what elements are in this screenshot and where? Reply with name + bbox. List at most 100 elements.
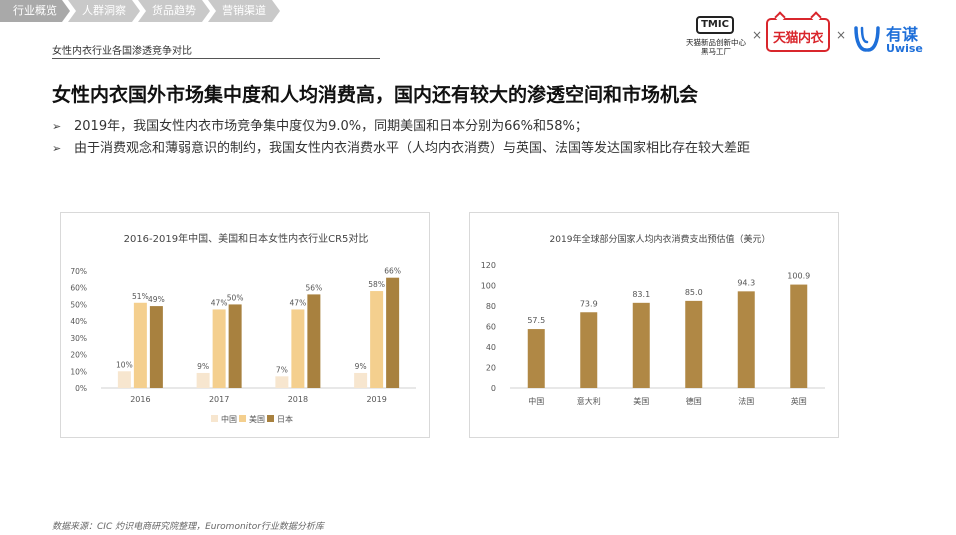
bar-美国 bbox=[291, 309, 305, 388]
data-label: 66% bbox=[384, 267, 401, 276]
x-tick-label: 意大利 bbox=[577, 396, 601, 406]
tmic-caption-line1: 天猫新品创新中心 bbox=[686, 38, 746, 47]
times-icon: × bbox=[836, 28, 847, 42]
data-source-note: 数据来源：CIC 灼识电商研究院整理，Euromonitor行业数据分析库 bbox=[52, 522, 324, 532]
data-label: 73.9 bbox=[580, 299, 598, 308]
bar-英国 bbox=[790, 284, 808, 388]
data-label: 57.5 bbox=[527, 316, 545, 325]
section-title: 女性内衣行业各国渗透竞争对比 bbox=[52, 46, 192, 57]
key-points: ➢ 2019年，我国女性内衣市场竞争集中度仅为9.0%，同期美国和日本分别为66%… bbox=[52, 116, 912, 160]
data-label: 7% bbox=[276, 365, 288, 374]
tmall-logo-text: 天猫内衣 bbox=[772, 31, 824, 46]
x-tick-label: 2017 bbox=[209, 395, 229, 404]
legend-swatch bbox=[211, 415, 218, 422]
bar-意大利 bbox=[580, 312, 598, 388]
y-tick-label: 20% bbox=[70, 351, 87, 360]
tmic-logo: TMIC 天猫新品创新中心 黑马工厂 bbox=[684, 14, 748, 60]
y-tick-label: 120 bbox=[481, 261, 496, 270]
x-tick-label: 法国 bbox=[738, 396, 754, 406]
tmall-ear-icon bbox=[774, 11, 786, 23]
bar-美国 bbox=[632, 302, 650, 388]
x-tick-label: 英国 bbox=[791, 396, 807, 406]
bar-中国 bbox=[527, 329, 545, 388]
x-tick-label: 德国 bbox=[686, 396, 702, 406]
bar-法国 bbox=[737, 291, 755, 388]
data-label: 100.9 bbox=[787, 272, 810, 281]
partner-logos: TMIC 天猫新品创新中心 黑马工厂 × 天猫内衣 × 有谋 Uwise bbox=[684, 11, 944, 60]
uwise-cn: 有谋 bbox=[886, 25, 919, 44]
bar-德国 bbox=[685, 300, 703, 388]
y-tick-label: 40 bbox=[486, 343, 496, 352]
uwise-mark-icon bbox=[854, 26, 880, 52]
spend-chart: 2019年全球部分国家人均内衣消费支出预估值（美元） 0 20 40 60 80 100 12… bbox=[481, 233, 825, 406]
legend-label: 中国 bbox=[221, 414, 237, 424]
chart-title: 2019年全球部分国家人均内衣消费支出预估值（美元） bbox=[550, 233, 771, 245]
y-tick-label: 10% bbox=[70, 367, 87, 376]
y-tick-label: 30% bbox=[70, 334, 87, 343]
legend-label: 美国 bbox=[249, 414, 265, 424]
tab-crowd-insight[interactable]: 人群洞察 bbox=[68, 0, 140, 22]
y-tick-label: 20 bbox=[486, 364, 496, 373]
bar-中国 bbox=[354, 372, 368, 388]
tab-industry-overview[interactable]: 行业概览 bbox=[0, 0, 70, 22]
arrow-bullet-icon: ➢ bbox=[52, 142, 62, 155]
x-tick-label: 中国 bbox=[528, 396, 544, 406]
y-tick-label: 40% bbox=[70, 317, 87, 326]
data-label: 83.1 bbox=[632, 290, 650, 299]
cr5-chart-panel: 2016-2019年中国、美国和日本女性内衣行业CR5对比 0% 10% 20% 30%… bbox=[60, 212, 430, 438]
cr5-chart: 2016-2019年中国、美国和日本女性内衣行业CR5对比 0% 10% 20% 30%… bbox=[70, 232, 416, 424]
x-tick-label: 2019 bbox=[366, 395, 386, 404]
section-divider bbox=[52, 58, 380, 59]
legend-swatch bbox=[239, 415, 246, 422]
data-label: 49% bbox=[148, 295, 165, 304]
bar-日本 bbox=[149, 306, 163, 388]
uwise-en: Uwise bbox=[886, 42, 923, 55]
bar-美国 bbox=[370, 291, 384, 388]
y-tick-label: 70% bbox=[70, 267, 87, 276]
data-label: 50% bbox=[227, 293, 244, 302]
y-tick-label: 60 bbox=[486, 323, 496, 332]
legend-label: 日本 bbox=[277, 414, 293, 424]
bullet-item: ➢ 2019年，我国女性内衣市场竞争集中度仅为9.0%，同期美国和日本分别为66%… bbox=[52, 116, 912, 138]
y-tick-label: 80 bbox=[486, 302, 496, 311]
bar-中国 bbox=[117, 371, 131, 388]
arrow-bullet-icon: ➢ bbox=[52, 120, 62, 133]
bar-中国 bbox=[275, 376, 289, 388]
data-label: 51% bbox=[132, 292, 149, 301]
x-tick-label: 2016 bbox=[130, 395, 150, 404]
data-label: 85.0 bbox=[685, 288, 703, 297]
tmic-caption: 天猫新品创新中心 黑马工厂 bbox=[684, 38, 748, 56]
data-label: 94.3 bbox=[737, 278, 755, 287]
y-tick-label: 60% bbox=[70, 284, 87, 293]
tmall-ear-icon bbox=[810, 11, 822, 23]
tmall-lingerie-logo: 天猫内衣 bbox=[766, 11, 830, 52]
bullet-item: ➢ 由于消费观念和薄弱意识的制约，我国女性内衣消费水平（人均内衣消费）与英国、法国… bbox=[52, 138, 912, 160]
data-label: 47% bbox=[290, 298, 307, 307]
x-tick-label: 美国 bbox=[633, 396, 649, 406]
bullet-text: 2019年，我国女性内衣市场竞争集中度仅为9.0%，同期美国和日本分别为66%和… bbox=[74, 119, 588, 134]
data-label: 9% bbox=[197, 362, 209, 371]
data-label: 56% bbox=[306, 283, 323, 292]
bar-美国 bbox=[212, 309, 226, 388]
tmic-caption-line2: 黑马工厂 bbox=[701, 47, 731, 56]
tmic-badge: TMIC bbox=[696, 16, 734, 34]
y-tick-label: 0 bbox=[491, 384, 496, 393]
x-tick-label: 2018 bbox=[288, 395, 308, 404]
spend-chart-panel: 2019年全球部分国家人均内衣消费支出预估值（美元） 0 20 40 60 80 100 12… bbox=[469, 212, 839, 438]
bar-美国 bbox=[133, 302, 147, 388]
bar-日本 bbox=[228, 304, 242, 388]
y-tick-label: 0% bbox=[75, 384, 87, 393]
bar-日本 bbox=[307, 294, 321, 388]
bullet-text: 由于消费观念和薄弱意识的制约，我国女性内衣消费水平（人均内衣消费）与英国、法国等… bbox=[74, 141, 751, 156]
uwise-logo: 有谋 Uwise bbox=[852, 14, 944, 60]
data-label: 10% bbox=[116, 360, 133, 369]
tab-marketing-channel[interactable]: 营销渠道 bbox=[208, 0, 280, 22]
tab-product-trend[interactable]: 货品趋势 bbox=[138, 0, 210, 22]
bar-中国 bbox=[196, 372, 210, 388]
y-tick-label: 100 bbox=[481, 282, 496, 291]
y-tick-label: 50% bbox=[70, 300, 87, 309]
data-label: 9% bbox=[355, 362, 367, 371]
times-icon: × bbox=[752, 28, 763, 42]
chart-title: 2016-2019年中国、美国和日本女性内衣行业CR5对比 bbox=[124, 232, 369, 245]
bar-日本 bbox=[386, 277, 400, 388]
